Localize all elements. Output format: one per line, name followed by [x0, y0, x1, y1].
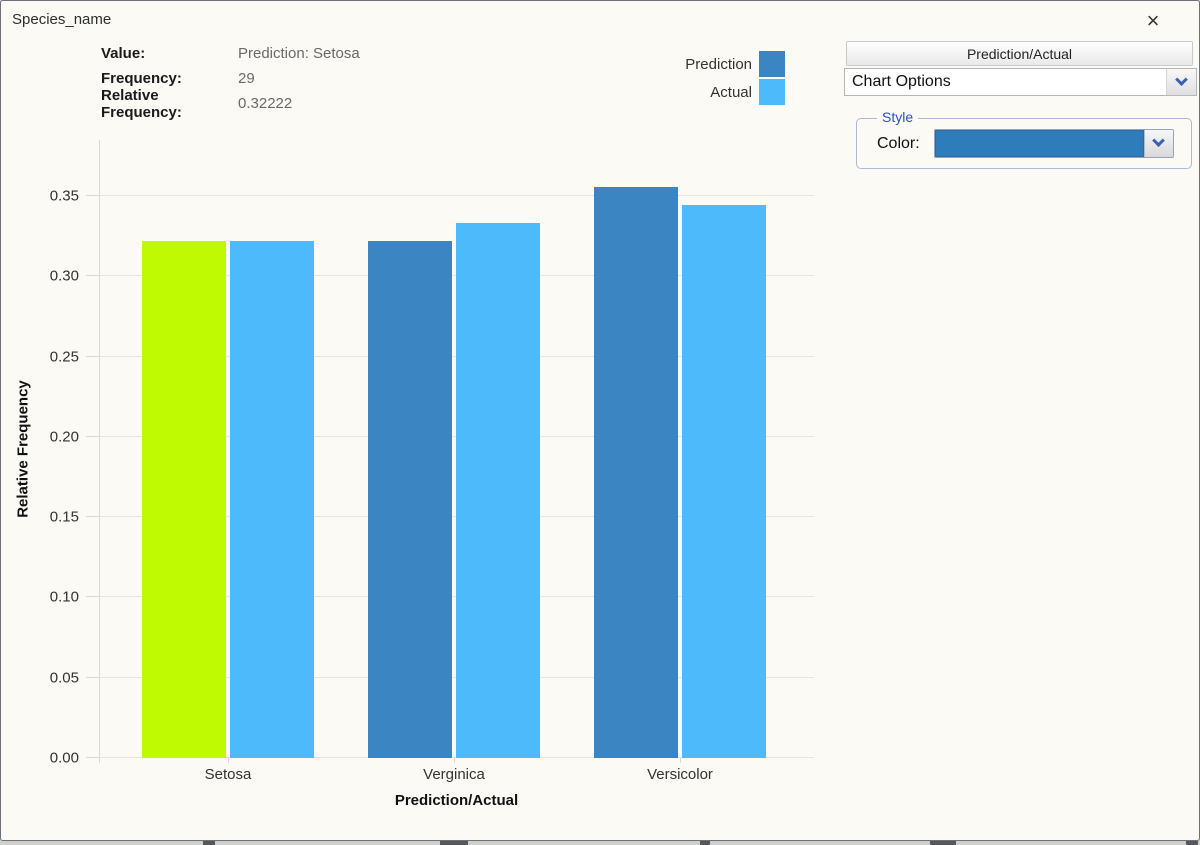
y-tick-label: 0.15 [49, 508, 79, 526]
y-tick [86, 757, 99, 758]
y-tick-label: 0.10 [49, 588, 79, 606]
gridline [99, 195, 814, 197]
style-group-legend: Style [877, 109, 919, 125]
x-tick [680, 758, 681, 763]
chart-options-dropdown[interactable]: Chart Options [844, 68, 1197, 96]
y-tick-label: 0.30 [49, 267, 79, 285]
info-label: Relative Frequency: [101, 86, 182, 121]
info-label: Frequency: [101, 70, 182, 87]
legend-swatch-prediction [759, 51, 785, 77]
bar-actual-versicolor[interactable] [682, 205, 766, 758]
info-label: Value: [101, 45, 146, 62]
info-value: 0.32222 [238, 95, 293, 112]
close-icon[interactable]: × [1146, 8, 1160, 33]
background-window-sliver [0, 841, 1200, 845]
selected-color-swatch [934, 130, 1144, 157]
y-tick [86, 275, 99, 277]
bar-actual-setosa[interactable] [230, 240, 314, 758]
info-value: Prediction: Setosa [238, 45, 360, 62]
plot-area: Prediction/Actual 0.00 0.05 0.10 0.15 0.20 0.… [50, 140, 814, 809]
chart-options-value: Chart Options [852, 73, 951, 90]
prediction-actual-header-button[interactable]: Prediction/Actual [846, 41, 1193, 66]
y-axis-title: Relative Frequency [14, 380, 32, 518]
y-tick-label: 0.25 [49, 348, 79, 366]
header-button-label: Prediction/Actual [966, 45, 1073, 62]
chevron-down-icon [1166, 69, 1196, 95]
info-row-relative-frequency: Relative Frequency: 0.32222 [101, 87, 360, 121]
color-dropdown[interactable] [933, 129, 1174, 158]
background-fragment [1186, 841, 1198, 845]
y-tick [86, 195, 99, 197]
bar-prediction-setosa[interactable] [142, 240, 226, 758]
y-tick [86, 516, 99, 518]
bar-actual-verginica[interactable] [456, 222, 540, 758]
y-tick [86, 596, 99, 598]
window-title: Species_name [12, 11, 112, 28]
color-label: Color: [877, 134, 920, 152]
x-category-label: Verginica [423, 766, 485, 783]
x-axis-title: Prediction/Actual [394, 792, 519, 809]
background-fragment [203, 841, 215, 845]
background-fragment [440, 841, 468, 845]
legend-label: Actual [710, 83, 752, 101]
bar-prediction-versicolor[interactable] [594, 187, 678, 758]
style-group-box: Style Color: [856, 109, 1192, 169]
chart-legend: Prediction Actual [621, 51, 785, 105]
hover-info-panel: Value: Prediction: Setosa Frequency: 29 … [101, 41, 360, 121]
background-fragment [700, 841, 710, 845]
legend-item-prediction: Prediction [621, 51, 785, 77]
info-row-frequency: Frequency: 29 [101, 66, 360, 91]
background-fragment [930, 841, 956, 845]
y-tick [86, 676, 99, 678]
legend-swatch-actual [759, 79, 785, 105]
info-value: 29 [238, 70, 255, 87]
y-tick [86, 435, 99, 437]
x-category-label: Versicolor [647, 766, 713, 783]
x-tick [454, 758, 455, 763]
y-tick-label: 0.35 [49, 187, 79, 205]
y-tick-label: 0.00 [49, 749, 79, 767]
y-axis-line [99, 140, 100, 763]
y-tick-label: 0.20 [49, 428, 79, 446]
x-category-label: Setosa [204, 766, 252, 783]
legend-item-actual: Actual [621, 79, 785, 105]
x-tick [228, 758, 229, 763]
chevron-down-icon [1143, 130, 1173, 157]
info-row-value: Value: Prediction: Setosa [101, 41, 360, 66]
y-tick [86, 355, 99, 357]
legend-label: Prediction [685, 55, 752, 73]
bar-prediction-verginica[interactable] [368, 240, 452, 758]
y-tick-label: 0.05 [49, 669, 79, 687]
